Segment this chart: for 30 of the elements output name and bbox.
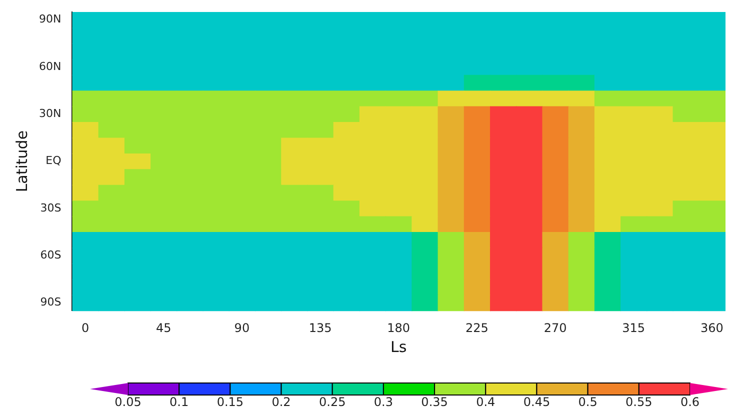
color-bar-label: 0.05 bbox=[114, 395, 142, 410]
y-tick-label: 30N bbox=[38, 107, 62, 120]
color-bar-label: 0.35 bbox=[421, 395, 448, 410]
y-tick-label: 60S bbox=[40, 248, 62, 262]
x-axis-title: Ls bbox=[390, 338, 407, 356]
color-bar-label: 0.45 bbox=[523, 395, 550, 410]
color-bar-label: 0.4 bbox=[476, 395, 496, 410]
color-bar-label: 0.3 bbox=[374, 395, 393, 410]
color-bar-label: 0.6 bbox=[680, 395, 700, 410]
x-tick-label: 225 bbox=[465, 320, 488, 335]
y-tick-label: EQ bbox=[46, 154, 62, 168]
y-tick-label: 60N bbox=[38, 60, 62, 73]
x-tick-label: 45 bbox=[156, 320, 172, 335]
x-tick-label: 270 bbox=[544, 320, 567, 335]
x-tick-label: 360 bbox=[700, 320, 724, 335]
y-tick-label: 90N bbox=[38, 12, 62, 26]
x-tick-label: 0 bbox=[81, 320, 90, 335]
x-tick-label: 180 bbox=[387, 320, 410, 335]
color-bar-label: 0.1 bbox=[170, 395, 189, 410]
color-bar-label: 0.55 bbox=[626, 395, 652, 410]
color-bar-label: 0.15 bbox=[216, 395, 244, 410]
color-bar-label: 0.2 bbox=[272, 395, 291, 410]
x-tick-label: 90 bbox=[234, 320, 250, 335]
y-tick-label: 90S bbox=[40, 296, 62, 309]
color-bar-label: 0.5 bbox=[578, 395, 598, 410]
y-tick-label: 30S bbox=[40, 201, 62, 214]
y-axis-title: Latitude bbox=[12, 130, 31, 192]
x-tick-label: 135 bbox=[308, 320, 332, 335]
x-tick-label: 315 bbox=[622, 320, 646, 335]
color-bar-label: 0.25 bbox=[319, 395, 346, 410]
